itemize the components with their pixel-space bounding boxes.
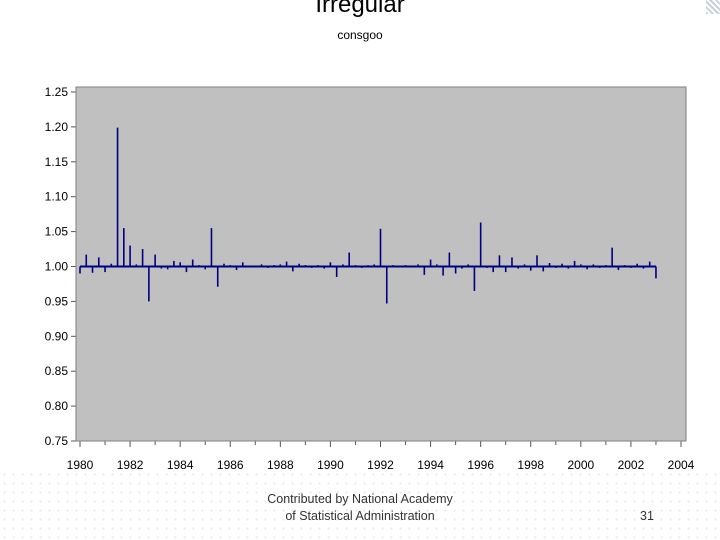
- x-tick-label: 1980: [67, 458, 94, 472]
- y-tick-label: 0.90: [45, 329, 69, 343]
- footer-credit-line1: Contributed by National Academy: [267, 492, 453, 506]
- plot-frame: [75, 86, 687, 442]
- y-tick-label: 1.15: [45, 155, 69, 169]
- y-tick-label: 0.95: [45, 294, 69, 308]
- y-tick-label: 1.10: [45, 190, 69, 204]
- y-tick-label: 1.25: [45, 85, 69, 99]
- y-tick-label: 1.05: [45, 225, 69, 239]
- x-tick-label: 1982: [117, 458, 144, 472]
- y-tick-label: 1.00: [45, 260, 69, 274]
- x-tick-label: 2000: [567, 458, 594, 472]
- page-number: 31: [640, 509, 654, 523]
- y-tick-label: 0.80: [45, 399, 69, 413]
- x-tick-label: 1992: [367, 458, 394, 472]
- x-tick-label: 1984: [167, 458, 194, 472]
- chart-subtitle: consgoo: [337, 28, 383, 42]
- x-tick-label: 1994: [417, 458, 444, 472]
- x-tick-label: 1986: [217, 458, 244, 472]
- x-tick-label: 1998: [517, 458, 544, 472]
- y-tick-label: 1.20: [45, 120, 69, 134]
- x-tick-label: 1990: [317, 458, 344, 472]
- footer-credit: Contributed by National Academy of Stati…: [200, 491, 520, 525]
- corner-decoration: [706, 0, 720, 14]
- x-tick-label: 1996: [467, 458, 494, 472]
- footer-credit-line2: of Statistical Administration: [285, 509, 435, 523]
- y-tick-label: 0.85: [45, 364, 69, 378]
- x-tick-label: 2002: [618, 458, 645, 472]
- chart-title: Irregular: [315, 0, 405, 18]
- x-tick-label: 1988: [267, 458, 294, 472]
- y-tick-label: 0.75: [45, 434, 69, 448]
- footer-dot-pattern: [0, 470, 720, 540]
- x-tick-label: 2004: [668, 458, 695, 472]
